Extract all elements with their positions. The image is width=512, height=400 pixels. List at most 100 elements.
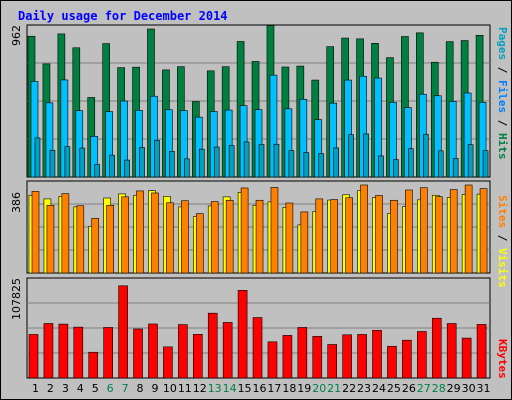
sites-bar-day-22 bbox=[345, 197, 353, 274]
kbytes-bar-day-31 bbox=[476, 324, 487, 379]
files-bar-day-15 bbox=[239, 105, 248, 178]
pages-bar-day-29 bbox=[452, 158, 459, 178]
pages-bar-day-4 bbox=[79, 147, 86, 178]
files-bar-day-24 bbox=[374, 77, 382, 178]
pages-bar-day-31 bbox=[482, 150, 489, 178]
day-label-5: 5 bbox=[92, 382, 99, 395]
kbytes-bar-day-24 bbox=[372, 330, 382, 379]
sites-bar-day-31 bbox=[479, 188, 488, 274]
sites-bar-day-25 bbox=[390, 199, 398, 274]
files-bar-day-1 bbox=[30, 81, 39, 178]
pages-bar-day-9 bbox=[154, 139, 160, 178]
day-label-9: 9 bbox=[151, 382, 158, 395]
sites-bar-day-27 bbox=[420, 187, 428, 274]
files-bar-day-2 bbox=[45, 102, 54, 178]
files-bar-day-29 bbox=[448, 101, 457, 178]
sites-bar-day-15 bbox=[240, 187, 249, 274]
pages-bar-day-19 bbox=[303, 152, 310, 178]
kbytes-bar-day-22 bbox=[342, 334, 352, 379]
pages-bar-day-30 bbox=[467, 144, 474, 178]
pages-bar-day-7 bbox=[124, 159, 130, 178]
pages-bar-day-23 bbox=[363, 133, 369, 178]
files-bar-day-12 bbox=[194, 116, 203, 178]
sites-bar-day-30 bbox=[464, 184, 473, 274]
files-bar-day-13 bbox=[209, 111, 218, 178]
sites-bar-day-23 bbox=[360, 184, 368, 274]
pages-bar-day-13 bbox=[213, 146, 220, 178]
sites-bar-day-3 bbox=[61, 193, 70, 274]
chart-title: Daily usage for December 2014 bbox=[18, 9, 228, 23]
sites-bar-day-16 bbox=[255, 199, 264, 274]
pages-bar-day-12 bbox=[198, 148, 205, 178]
sites-bar-day-18 bbox=[285, 202, 294, 274]
kbytes-bar-day-10 bbox=[163, 346, 173, 379]
day-label-30: 30 bbox=[462, 382, 476, 395]
day-label-18: 18 bbox=[282, 382, 296, 395]
files-bar-day-14 bbox=[224, 109, 233, 178]
day-label-20: 20 bbox=[312, 382, 326, 395]
files-bar-day-11 bbox=[180, 110, 188, 178]
sites-bar-day-21 bbox=[330, 199, 339, 274]
files-bar-day-17 bbox=[269, 74, 278, 178]
day-label-15: 15 bbox=[238, 382, 252, 395]
day-label-7: 7 bbox=[122, 382, 129, 395]
day-label-23: 23 bbox=[357, 382, 371, 395]
day-label-11: 11 bbox=[178, 382, 192, 395]
pages-bar-day-14 bbox=[228, 145, 235, 178]
files-bar-day-8 bbox=[135, 110, 143, 178]
day-label-29: 29 bbox=[447, 382, 461, 395]
files-bar-day-10 bbox=[165, 109, 173, 178]
day-label-24: 24 bbox=[372, 382, 386, 395]
files-bar-day-4 bbox=[75, 110, 84, 178]
sites-bar-day-7 bbox=[121, 196, 129, 274]
pages-bar-day-15 bbox=[243, 141, 250, 178]
day-label-2: 2 bbox=[47, 382, 54, 395]
files-bar-day-20 bbox=[314, 119, 323, 178]
kbytes-bar-day-1 bbox=[28, 334, 39, 379]
sites-bar-day-5 bbox=[91, 217, 100, 274]
sites-bar-day-2 bbox=[46, 204, 55, 274]
day-label-26: 26 bbox=[402, 382, 416, 395]
day-label-21: 21 bbox=[327, 382, 341, 395]
day-label-19: 19 bbox=[297, 382, 311, 395]
sites-bar-day-17 bbox=[270, 187, 279, 274]
files-bar-day-6 bbox=[105, 111, 113, 178]
kbytes-bar-day-19 bbox=[297, 327, 308, 379]
sites-bar-day-8 bbox=[136, 190, 144, 274]
sites-bar-day-14 bbox=[225, 199, 234, 274]
files-bar-day-31 bbox=[478, 102, 487, 178]
pages-bar-day-18 bbox=[288, 150, 295, 178]
kbytes-bar-day-9 bbox=[148, 323, 158, 379]
pages-bar-day-6 bbox=[109, 154, 115, 178]
sites-bar-day-12 bbox=[195, 213, 204, 274]
day-label-6: 6 bbox=[107, 382, 114, 395]
files-bar-day-7 bbox=[120, 100, 128, 178]
pages-bar-day-11 bbox=[184, 158, 190, 178]
day-label-16: 16 bbox=[253, 382, 267, 395]
pages-bar-day-21 bbox=[333, 147, 340, 178]
sites-bar-day-11 bbox=[181, 200, 189, 274]
kbytes-bar-day-13 bbox=[207, 312, 218, 379]
files-bar-day-28 bbox=[433, 95, 442, 178]
day-label-31: 31 bbox=[477, 382, 491, 395]
sites-bar-day-28 bbox=[434, 196, 443, 274]
day-label-8: 8 bbox=[137, 382, 144, 395]
day-label-1: 1 bbox=[32, 382, 39, 395]
sites-bar-day-4 bbox=[76, 205, 85, 274]
kbytes-bar-day-16 bbox=[252, 317, 263, 379]
files-bar-day-25 bbox=[389, 102, 397, 178]
day-label-28: 28 bbox=[432, 382, 446, 395]
kbytes-bar-day-12 bbox=[192, 334, 203, 379]
pages-bar-day-2 bbox=[49, 149, 56, 178]
kbytes-bar-day-2 bbox=[43, 323, 54, 379]
kbytes-bar-day-8 bbox=[133, 328, 143, 379]
kbytes-bar-day-17 bbox=[267, 341, 278, 379]
kbytes-bar-day-27 bbox=[417, 331, 427, 379]
kbytes-bar-day-30 bbox=[461, 337, 472, 379]
kbytes-bar-day-3 bbox=[58, 323, 69, 379]
files-bar-day-22 bbox=[344, 79, 352, 178]
kbytes-bar-day-25 bbox=[387, 345, 397, 379]
day-label-12: 12 bbox=[193, 382, 207, 395]
day-label-14: 14 bbox=[223, 382, 237, 395]
